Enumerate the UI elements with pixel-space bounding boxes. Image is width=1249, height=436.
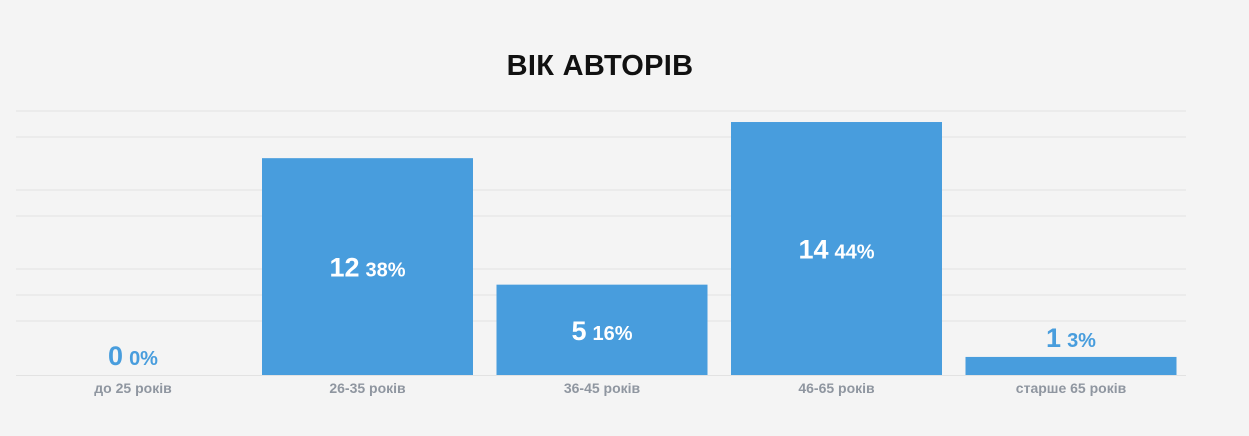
data-label-percent: 0% bbox=[129, 348, 158, 370]
chart-title: ВІК АВТОРІВ bbox=[506, 50, 694, 82]
data-label: 14 44% bbox=[798, 235, 874, 265]
data-label: 12 38% bbox=[329, 253, 405, 283]
x-tick-label: 36-45 років bbox=[564, 380, 641, 396]
x-tick-label: 46-65 років bbox=[798, 380, 875, 396]
bar bbox=[731, 122, 942, 376]
x-tick-label: 26-35 років bbox=[329, 380, 406, 396]
data-label: 5 16% bbox=[571, 316, 632, 346]
bar bbox=[262, 158, 473, 375]
data-label: 1 3% bbox=[1046, 323, 1096, 353]
x-tick-label: до 25 років bbox=[94, 380, 172, 396]
data-label-count: 1 bbox=[1046, 323, 1061, 353]
data-label-percent: 38% bbox=[366, 260, 406, 282]
data-label-percent: 3% bbox=[1067, 330, 1096, 352]
bar bbox=[496, 284, 708, 375]
bar bbox=[965, 356, 1177, 375]
x-tick-label: старше 65 років bbox=[1016, 380, 1127, 396]
data-label: 0 0% bbox=[108, 341, 158, 371]
data-label-count: 5 bbox=[571, 316, 586, 346]
data-label-count: 12 bbox=[329, 253, 359, 283]
data-label-percent: 44% bbox=[835, 242, 875, 264]
data-label-count: 0 bbox=[108, 341, 123, 371]
data-label-count: 14 bbox=[798, 235, 828, 265]
data-label-percent: 16% bbox=[593, 323, 633, 345]
